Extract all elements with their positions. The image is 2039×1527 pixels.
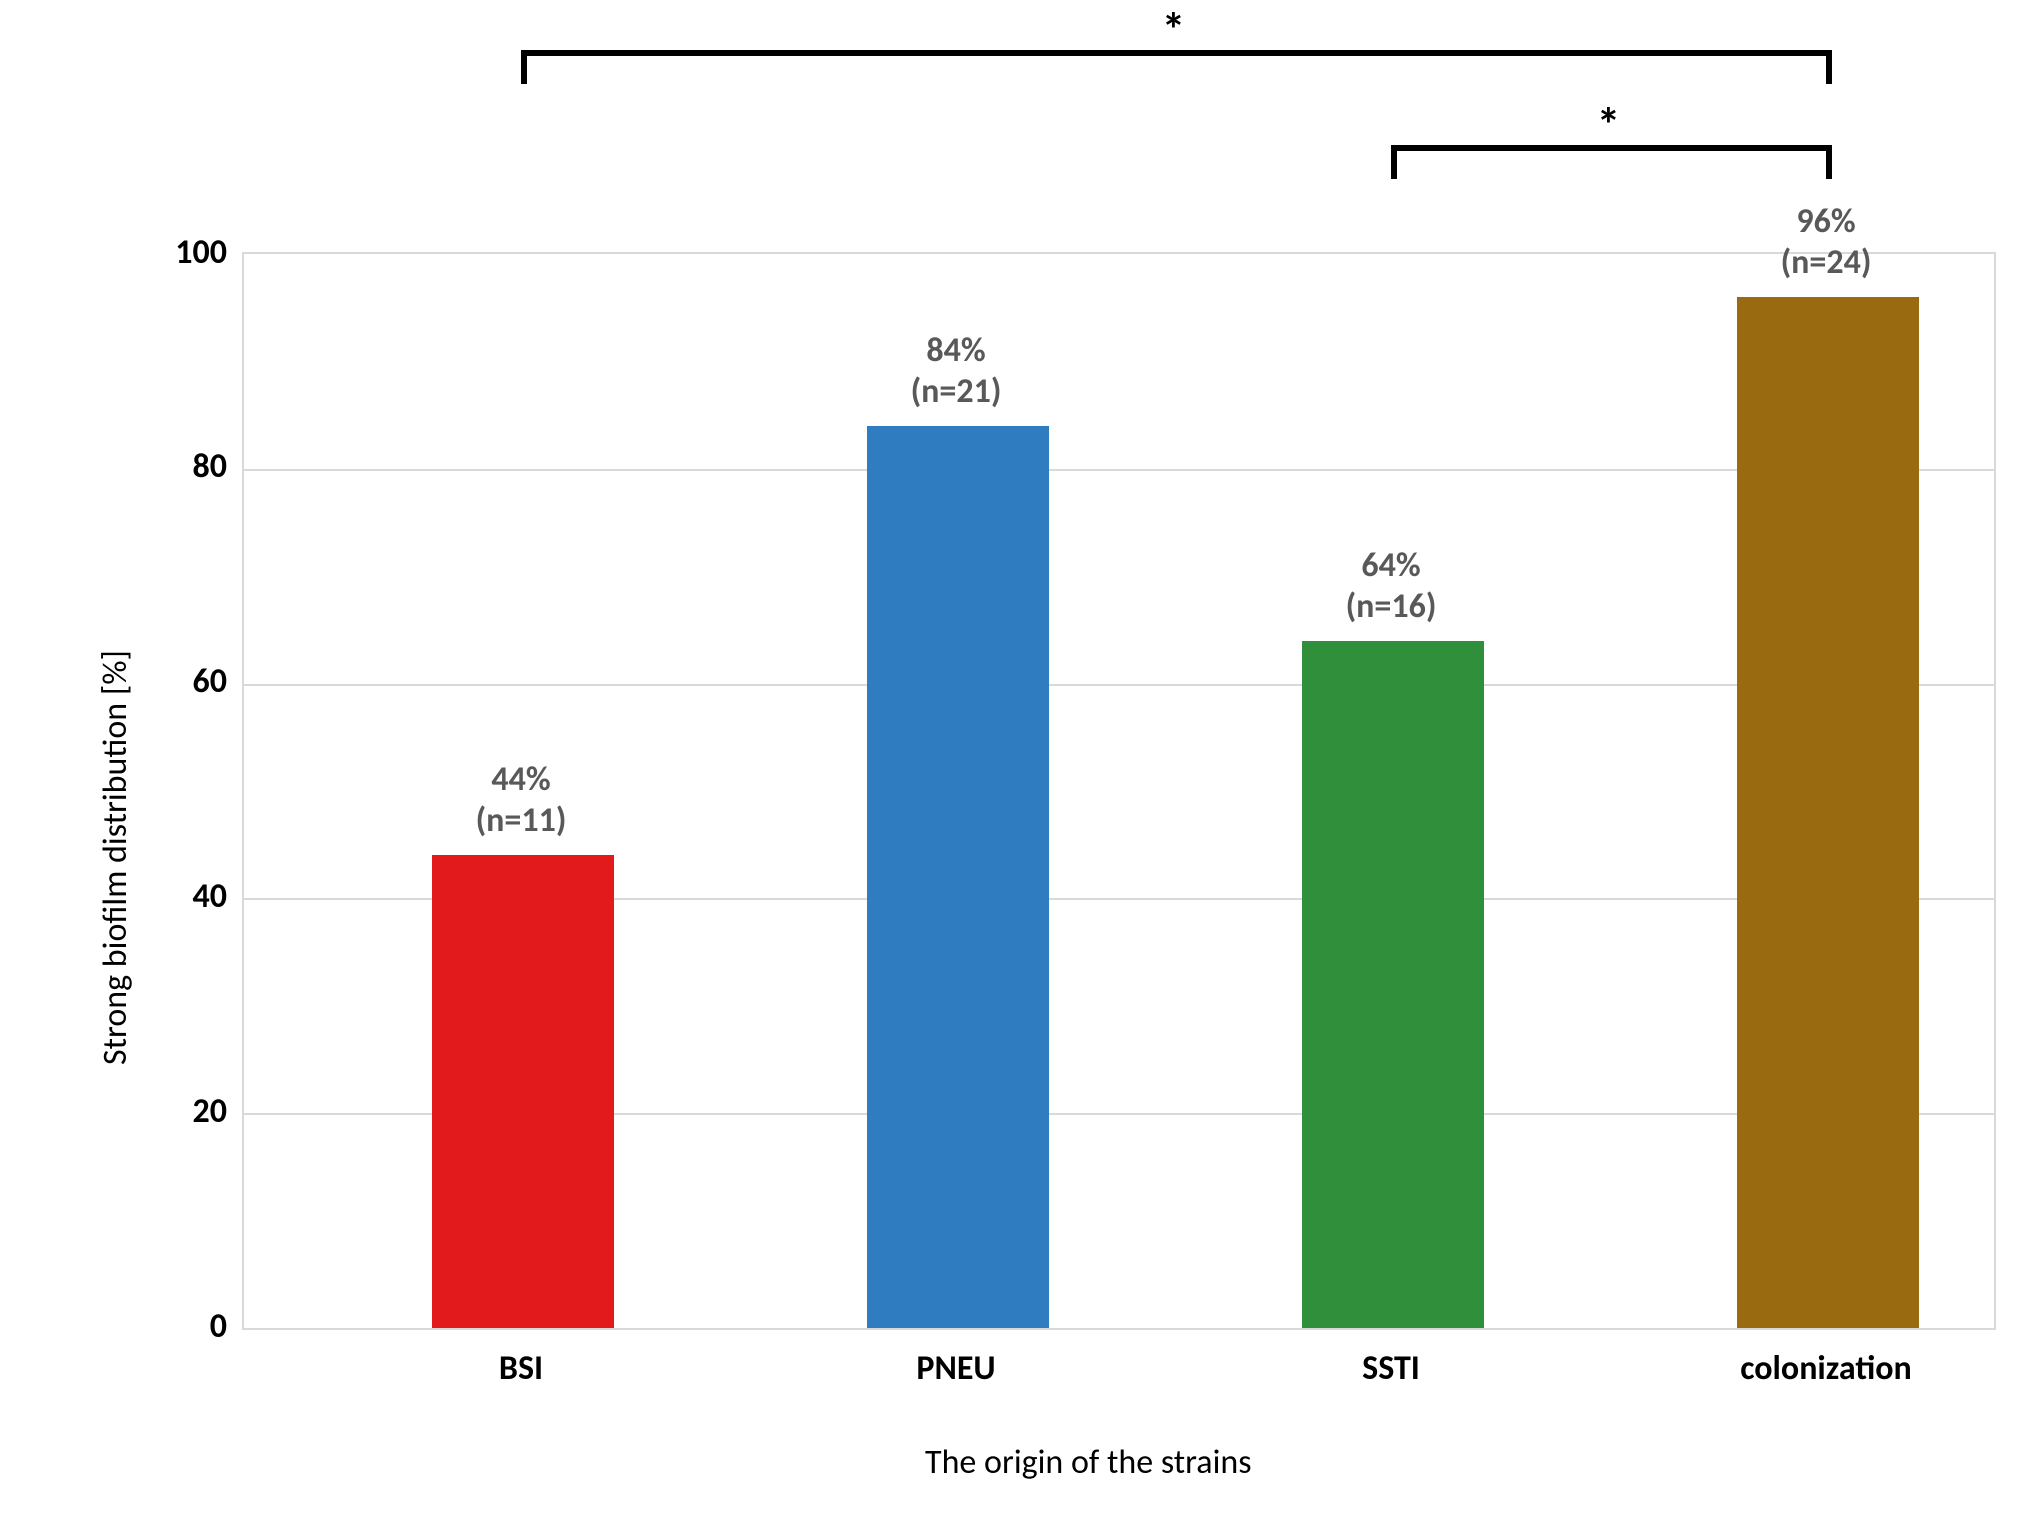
x-tick-label: colonization [1625, 1348, 2027, 1389]
bar-pct-label: 84% [805, 330, 1107, 371]
bar-label: 44%(n=11) [370, 759, 672, 841]
significance-star: * [1144, 0, 1204, 59]
significance-tick [1391, 145, 1397, 179]
y-tick-label: 60 [147, 661, 227, 702]
bar-pneu [867, 426, 1049, 1328]
bar-label: 64%(n=16) [1240, 545, 1542, 627]
bar-n-label: (n=16) [1240, 586, 1542, 627]
bar-colonization [1737, 297, 1919, 1328]
bar-label: 84%(n=21) [805, 330, 1107, 412]
chart-stage: Strong biofilm distribution [%] 0 20 40 60 8… [0, 0, 2039, 1527]
bar-pct-label: 64% [1240, 545, 1542, 586]
y-tick-label: 20 [147, 1091, 227, 1132]
bar-n-label: (n=21) [805, 371, 1107, 412]
x-tick-label: PNEU [755, 1348, 1157, 1389]
bar-n-label: (n=11) [370, 800, 672, 841]
significance-star: * [1579, 95, 1639, 154]
bar-bsi [432, 855, 614, 1328]
significance-tick [521, 50, 527, 84]
bar-pct-label: 44% [370, 759, 672, 800]
significance-tick [1826, 145, 1832, 179]
x-tick-label: BSI [320, 1348, 722, 1389]
y-tick-label: 100 [147, 232, 227, 273]
x-axis-label: The origin of the strains [925, 1442, 1252, 1483]
bar-n-label: (n=24) [1675, 242, 1977, 283]
x-tick-label: SSTI [1190, 1348, 1592, 1389]
bar-label: 96%(n=24) [1675, 201, 1977, 283]
gridline [244, 684, 1994, 686]
significance-tick [1826, 50, 1832, 84]
gridline [244, 469, 1994, 471]
y-tick-label: 0 [147, 1306, 227, 1347]
y-tick-label: 40 [147, 876, 227, 917]
bar-pct-label: 96% [1675, 201, 1977, 242]
y-tick-label: 80 [147, 446, 227, 487]
y-axis-label: Strong biofilm distribution [%] [95, 650, 136, 1065]
bar-ssti [1302, 641, 1484, 1328]
